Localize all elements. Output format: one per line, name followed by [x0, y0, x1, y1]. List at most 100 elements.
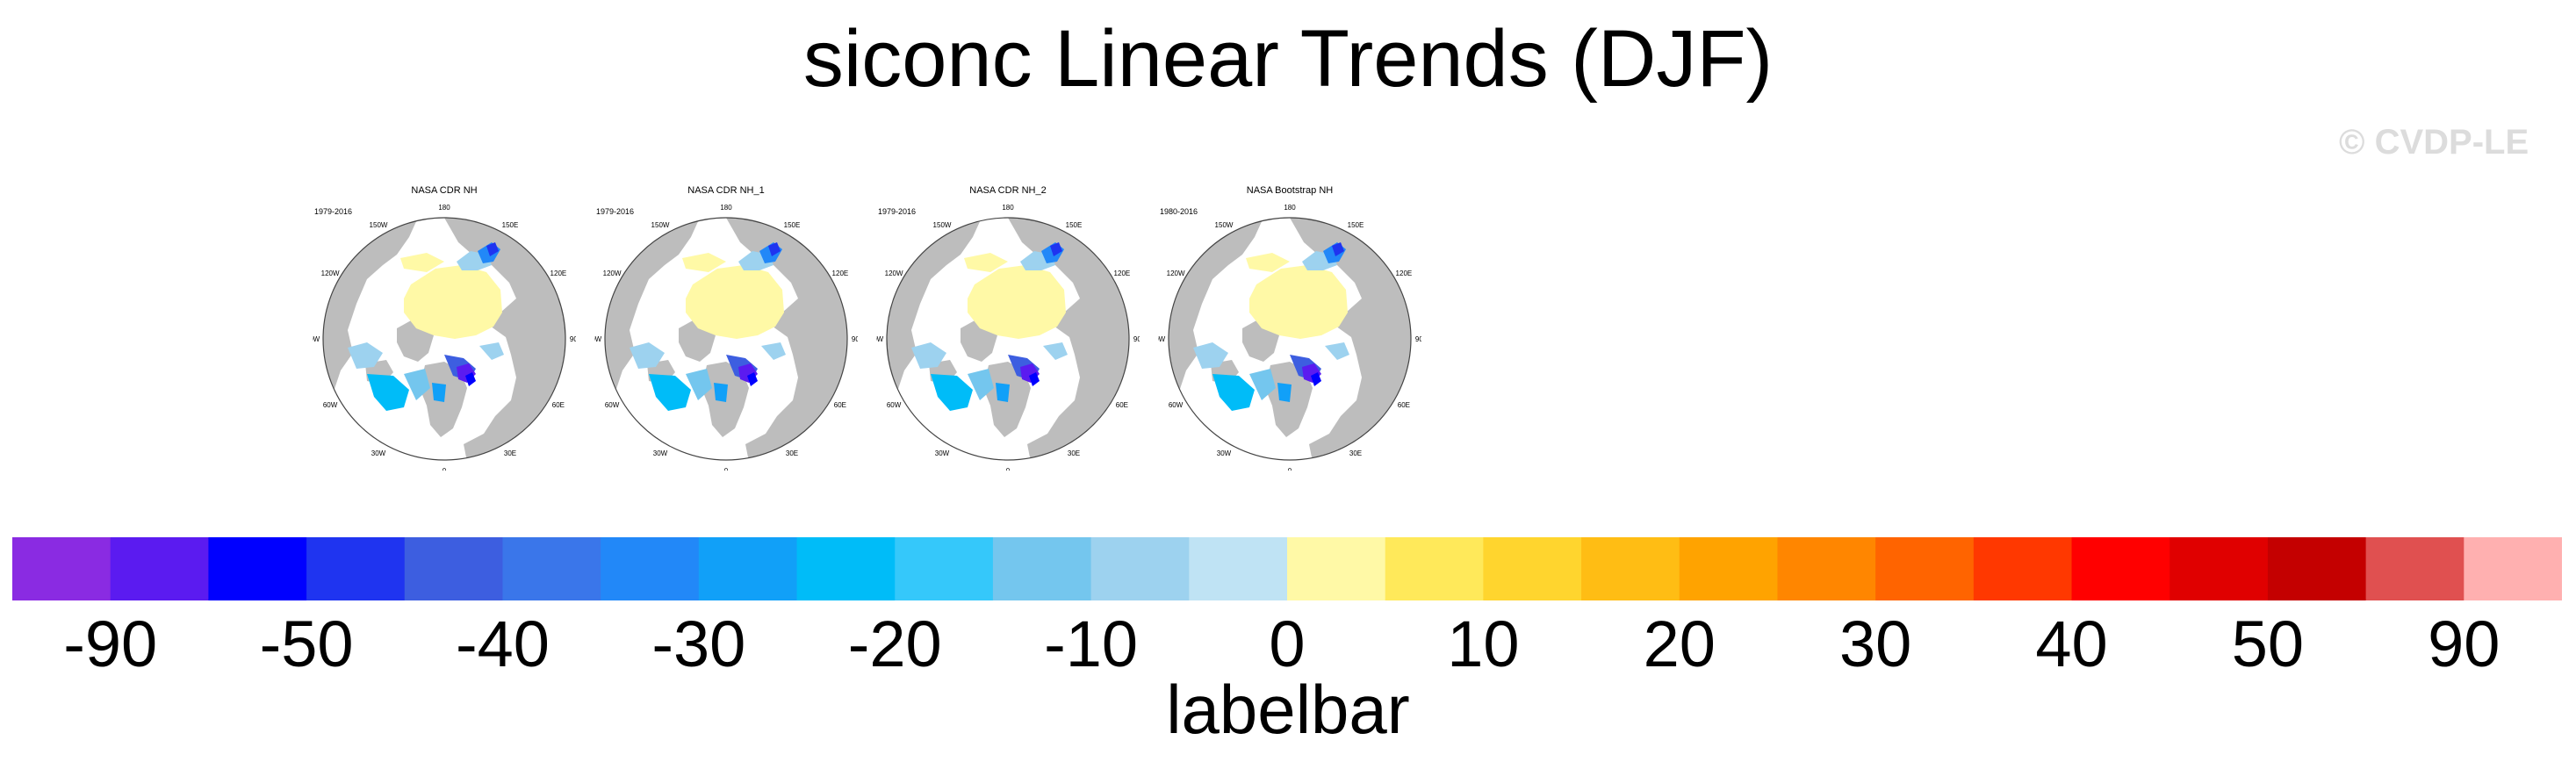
longitude-label: 120E — [550, 270, 567, 277]
labelbar-swatch — [1679, 537, 1778, 600]
longitude-label: 30E — [786, 449, 798, 457]
panel-title: NASA Bootstrap NH — [1247, 185, 1333, 196]
labelbar-swatch — [2071, 537, 2170, 600]
longitude-label: 150E — [1348, 221, 1364, 229]
longitude-label: 120E — [832, 270, 849, 277]
watermark: © CVDP-LE — [2339, 123, 2529, 162]
labelbar-tick-label: 20 — [1643, 607, 1716, 680]
longitude-label: 0 — [724, 467, 729, 471]
polar-map: NASA CDR NH_1 1979-2016 180 150E 120E 90E 60E 3… — [594, 185, 858, 471]
labelbar-tick-label: 50 — [2231, 607, 2305, 680]
longitude-label: 120W — [321, 270, 340, 277]
labelbar-tick-label: 0 — [1269, 607, 1306, 680]
labelbar-swatch — [2365, 537, 2464, 600]
longitude-label: 90E — [852, 335, 858, 343]
labelbar-swatch — [502, 537, 601, 600]
polar-map: NASA Bootstrap NH 1980-2016 180 150E 120E 90E… — [1158, 185, 1421, 471]
longitude-label: 30E — [504, 449, 516, 457]
labelbar-swatch — [601, 537, 700, 600]
longitude-label: 120W — [1167, 270, 1185, 277]
labelbar-swatch — [1581, 537, 1680, 600]
longitude-label: 120W — [603, 270, 622, 277]
labelbar-swatch — [1777, 537, 1876, 600]
longitude-label: 90E — [1133, 335, 1140, 343]
longitude-label: 60E — [1398, 401, 1410, 409]
labelbar-swatch — [208, 537, 307, 600]
longitude-label: 90W — [876, 335, 884, 343]
longitude-label: 60E — [552, 401, 565, 409]
longitude-label: 90W — [1158, 335, 1166, 343]
labelbar-swatch — [2464, 537, 2562, 600]
map-panel-nasa-bootstrap-nh: NASA Bootstrap NH 1980-2016 180 150E 120E 90E… — [1158, 181, 1421, 471]
longitude-label: 60W — [323, 401, 338, 409]
longitude-label: 30W — [653, 449, 668, 457]
labelbar-swatch — [698, 537, 798, 600]
page-title: siconc Linear Trends (DJF) — [802, 14, 1774, 104]
longitude-label: 150W — [370, 221, 388, 229]
labelbar-swatch — [796, 537, 896, 600]
labelbar-swatch — [404, 537, 503, 600]
longitude-label: 60W — [887, 401, 902, 409]
longitude-label: 150E — [784, 221, 801, 229]
longitude-label: 60E — [1116, 401, 1128, 409]
map-panel-nasa-cdr-nh-1: NASA CDR NH_1 1979-2016 180 150E 120E 90E 60E 3… — [594, 181, 858, 471]
labelbar-tick-label: -90 — [63, 607, 158, 680]
longitude-label: 180 — [720, 204, 732, 212]
longitude-label: 0 — [1006, 467, 1011, 471]
longitude-label: 0 — [443, 467, 447, 471]
longitude-label: 150W — [651, 221, 670, 229]
panel-years: 1979-2016 — [878, 207, 916, 216]
longitude-label: 30W — [1217, 449, 1232, 457]
labelbar-tick-label: 40 — [2035, 607, 2108, 680]
labelbar-swatch — [2267, 537, 2367, 600]
labelbar-swatch — [1189, 537, 1288, 600]
longitude-label: 30W — [371, 449, 386, 457]
longitude-label: 90E — [1415, 335, 1421, 343]
longitude-label: 150W — [933, 221, 952, 229]
labelbar-tick-label: -10 — [1044, 607, 1139, 680]
labelbar-tick-label: -40 — [455, 607, 550, 680]
longitude-label: 30E — [1349, 449, 1362, 457]
panel-years: 1979-2016 — [596, 207, 634, 216]
labelbar-tick-label: 10 — [1447, 607, 1520, 680]
longitude-label: 90E — [570, 335, 576, 343]
labelbar-swatch — [110, 537, 209, 600]
panel-years: 1979-2016 — [314, 207, 352, 216]
longitude-label: 120E — [1114, 270, 1131, 277]
longitude-label: 120W — [885, 270, 903, 277]
labelbar-swatch — [895, 537, 994, 600]
longitude-label: 0 — [1288, 467, 1292, 471]
longitude-label: 150W — [1215, 221, 1234, 229]
labelbar-swatch — [1483, 537, 1582, 600]
labelbar-tick-label: -50 — [259, 607, 354, 680]
labelbar-tick-label: -30 — [651, 607, 746, 680]
polar-map: NASA CDR NH 1979-2016 180 150E 120E 90E 60E 30E… — [313, 185, 576, 471]
labelbar — [12, 537, 2562, 600]
labelbar-swatch — [306, 537, 406, 600]
labelbar-swatch — [12, 537, 112, 600]
longitude-label: 60W — [1169, 401, 1184, 409]
panel-years: 1980-2016 — [1160, 207, 1198, 216]
labelbar-tick-label: 30 — [1838, 607, 1912, 680]
labelbar-swatch — [1287, 537, 1386, 600]
longitude-label: 150E — [502, 221, 519, 229]
longitude-label: 180 — [1002, 204, 1014, 212]
panel-title: NASA CDR NH_1 — [687, 185, 764, 196]
longitude-label: 60W — [605, 401, 620, 409]
longitude-label: 180 — [438, 204, 450, 212]
longitude-label: 120E — [1396, 270, 1413, 277]
longitude-label: 60E — [834, 401, 846, 409]
labelbar-swatch — [1385, 537, 1484, 600]
labelbar-swatch — [992, 537, 1092, 600]
labelbar-swatch — [1973, 537, 2073, 600]
panel-title: NASA CDR NH — [411, 185, 477, 196]
polar-map: NASA CDR NH_2 1979-2016 180 150E 120E 90E 60E 3… — [876, 185, 1140, 471]
labelbar-tick-label: 90 — [2428, 607, 2500, 680]
longitude-label: 90W — [313, 335, 320, 343]
panel-title: NASA CDR NH_2 — [969, 185, 1046, 196]
labelbar-title: labelbar — [1166, 671, 1410, 748]
longitude-label: 30E — [1068, 449, 1080, 457]
labelbar-swatch — [1090, 537, 1190, 600]
longitude-label: 150E — [1066, 221, 1083, 229]
labelbar-tick-label: -20 — [847, 607, 942, 680]
